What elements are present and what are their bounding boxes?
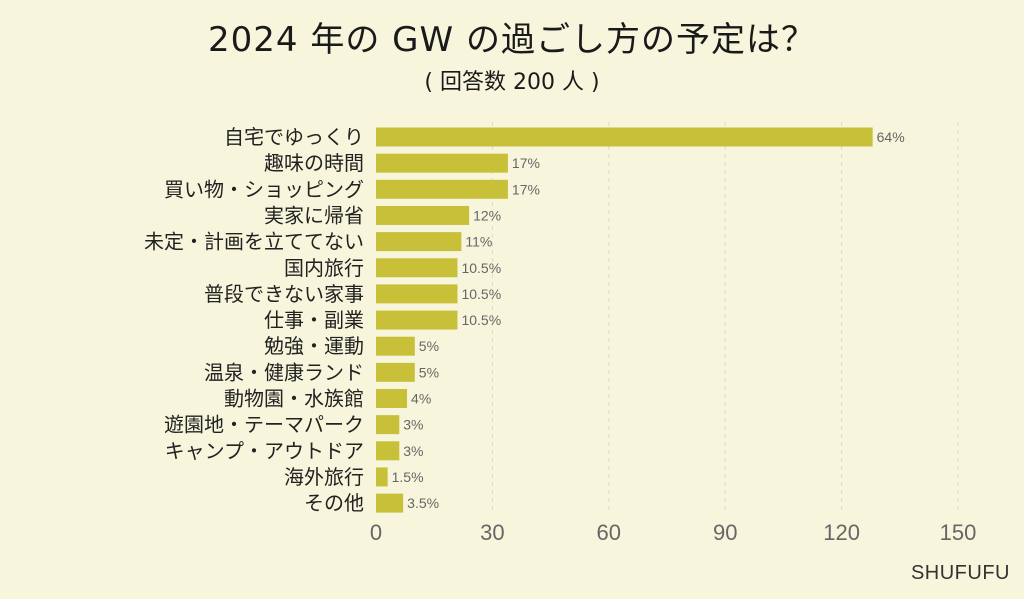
- data-labels: 64% 17% 17% 12% 11% 10.5% 10.5% 10.5% 5% 5% 4% 3% 3%…: [392, 129, 905, 511]
- grid-lines: [491, 122, 959, 512]
- bar: [376, 336, 415, 356]
- category-label: 趣味の時間: [264, 151, 364, 175]
- category-label: 仕事・副業: [264, 308, 364, 332]
- x-tick-label: 30: [480, 520, 504, 545]
- x-tick-label: 150: [940, 520, 977, 545]
- bar: [376, 153, 508, 173]
- data-label: 3.5%: [407, 495, 439, 511]
- category-label: その他: [304, 491, 364, 515]
- watermark-logo: SHUFUFU: [910, 562, 1010, 584]
- bar: [376, 467, 388, 487]
- data-label: 11%: [465, 234, 492, 250]
- x-tick-label: 120: [823, 520, 860, 545]
- data-label: 5%: [419, 338, 439, 354]
- bar: [376, 205, 470, 225]
- category-label: キャンプ・アウトドア: [165, 439, 364, 463]
- data-label: 17%: [512, 155, 540, 171]
- data-label: 10.5%: [461, 260, 501, 276]
- category-label: 温泉・健康ランド: [204, 360, 364, 384]
- bar: [376, 179, 508, 199]
- category-label: 遊園地・テーマパーク: [164, 413, 364, 437]
- data-label: 3%: [403, 443, 423, 459]
- data-label: 10.5%: [461, 312, 501, 328]
- data-label: 17%: [512, 181, 540, 197]
- data-label: 4%: [411, 391, 431, 407]
- bar: [376, 441, 400, 461]
- category-labels: 自宅でゆっくり趣味の時間買い物・ショッピング実家に帰省未定・計画を立ててない国内…: [144, 125, 364, 515]
- data-label: 5%: [419, 364, 439, 380]
- bar: [376, 415, 400, 435]
- x-tick-label: 60: [597, 520, 621, 545]
- bar: [376, 310, 458, 330]
- bar: [376, 493, 404, 513]
- category-label: 国内旅行: [284, 256, 364, 280]
- category-label: 実家に帰省: [264, 203, 364, 227]
- category-label: 海外旅行: [284, 465, 364, 489]
- bars: [376, 127, 873, 513]
- category-label: 自宅でゆっくり: [224, 125, 364, 149]
- x-tick-label: 0: [370, 520, 382, 545]
- bar: [376, 258, 458, 278]
- data-label: 12%: [473, 207, 501, 223]
- data-label: 1.5%: [392, 469, 424, 485]
- bar: [376, 284, 458, 304]
- category-label: 普段できない家事: [204, 282, 364, 306]
- bar: [376, 232, 462, 252]
- x-tick-label: 90: [713, 520, 737, 545]
- bar: [376, 389, 408, 408]
- data-label: 3%: [403, 417, 423, 433]
- bar: [376, 362, 415, 382]
- category-label: 勉強・運動: [264, 334, 364, 358]
- category-label: 買い物・ショッピング: [164, 177, 364, 201]
- chart-title: 2024 年の GW の過ごし方の予定は？: [208, 20, 816, 60]
- data-label: 10.5%: [461, 286, 501, 302]
- data-label: 64%: [877, 129, 905, 145]
- x-axis-ticks: 0 30 60 90 120 150: [370, 520, 976, 545]
- category-label: 未定・計画を立ててない: [144, 230, 364, 254]
- chart-subtitle: ( 回答数 200 人 ): [424, 70, 600, 95]
- bar: [376, 127, 873, 147]
- category-label: 動物園・水族館: [224, 387, 364, 411]
